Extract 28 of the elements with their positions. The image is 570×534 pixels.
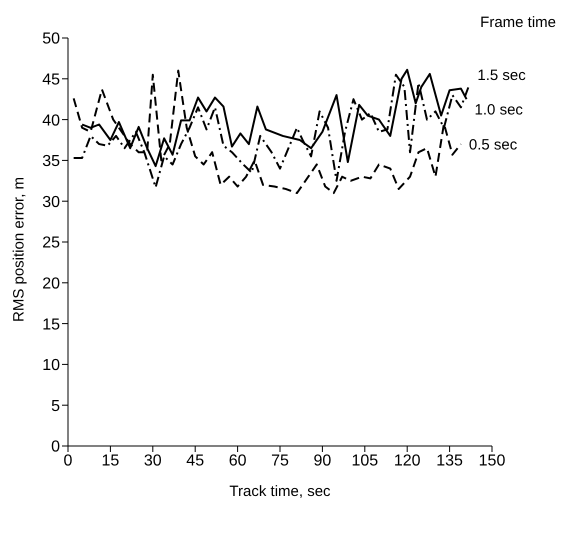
legend-title: Frame time: [480, 14, 556, 31]
x-tick-label: 45: [186, 452, 204, 470]
x-tick-label: 105: [351, 452, 378, 470]
series-label: 1.5 sec: [477, 66, 526, 84]
y-axis-title: RMS position error, m: [10, 176, 28, 322]
x-tick-label: 30: [144, 452, 162, 470]
y-tick-label: 5: [51, 398, 60, 415]
x-tick-label: 75: [271, 452, 289, 470]
x-tick-label: 150: [478, 452, 506, 470]
series-label: 1.0 sec: [474, 101, 524, 118]
y-tick-label: 10: [42, 357, 60, 374]
x-tick-label: 135: [436, 452, 464, 470]
x-tick-label: 0: [64, 452, 73, 470]
y-tick-label: 50: [42, 30, 60, 48]
y-tick-label: 0: [51, 438, 60, 456]
y-tick-label: 40: [42, 112, 60, 130]
x-tick-label: 60: [228, 452, 247, 470]
y-tick-label: 15: [42, 316, 60, 334]
y-tick-label: 20: [42, 275, 60, 292]
series-label: 0.5 sec: [468, 136, 518, 154]
y-tick-label: 45: [42, 71, 60, 88]
y-tick-label: 25: [42, 234, 60, 252]
x-axis-title: Track time, sec: [229, 483, 332, 500]
x-tick-label: 15: [102, 452, 120, 470]
x-tick-label: 120: [394, 452, 421, 470]
y-tick-label: 35: [42, 153, 60, 170]
x-tick-label: 90: [314, 452, 332, 470]
y-tick-label: 30: [42, 194, 60, 211]
